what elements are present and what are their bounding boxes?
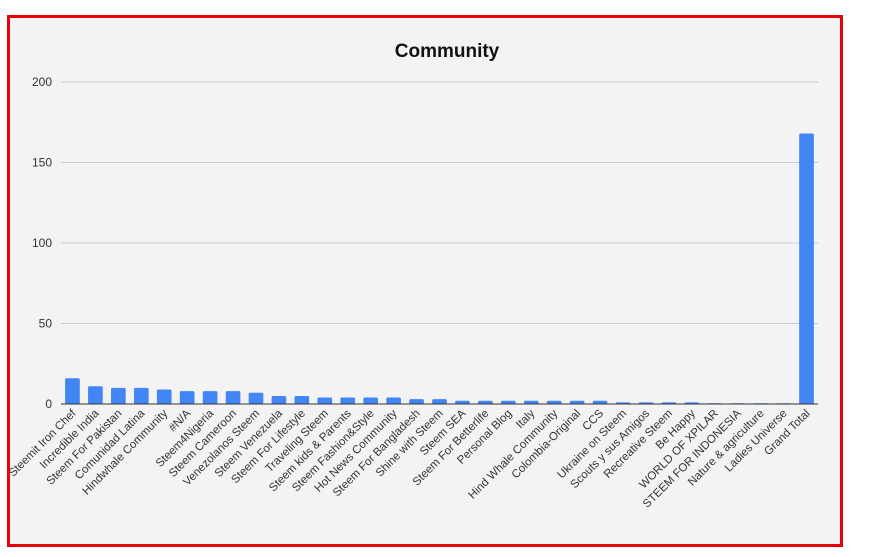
bar	[156, 389, 172, 404]
bar	[478, 400, 493, 404]
bar	[363, 397, 379, 404]
y-tick-label: 0	[45, 397, 52, 411]
bar	[225, 391, 241, 404]
bar	[340, 397, 356, 404]
chart-title: Community	[395, 41, 500, 62]
bar	[569, 400, 585, 404]
bar	[133, 387, 149, 404]
y-tick-label: 200	[32, 75, 52, 89]
bar	[592, 400, 608, 404]
bar	[88, 386, 103, 404]
bar-chart: Community 0 50 100 150 200 Steemit Iron Chef…	[10, 41, 818, 511]
bar	[202, 391, 218, 404]
bar	[294, 395, 310, 404]
bar	[179, 391, 195, 404]
bar	[317, 397, 333, 404]
gridlines	[61, 81, 818, 324]
y-axis-ticks: 0 50 100 150 200	[32, 75, 52, 411]
y-tick-label: 100	[32, 236, 52, 250]
y-tick-label: 150	[32, 156, 52, 170]
bar	[799, 133, 814, 404]
bar	[500, 400, 516, 404]
bar	[432, 399, 447, 404]
bars	[65, 133, 814, 404]
bar	[65, 378, 80, 404]
bar	[386, 397, 401, 404]
bar	[455, 400, 470, 404]
bar	[546, 400, 562, 404]
bar	[523, 400, 539, 404]
bar	[271, 395, 287, 404]
chart-frame: Community 0 50 100 150 200 Steemit Iron Chef…	[7, 15, 843, 547]
y-tick-label: 50	[39, 317, 53, 331]
bar	[248, 392, 264, 404]
bar	[111, 387, 126, 404]
bar	[409, 399, 424, 404]
